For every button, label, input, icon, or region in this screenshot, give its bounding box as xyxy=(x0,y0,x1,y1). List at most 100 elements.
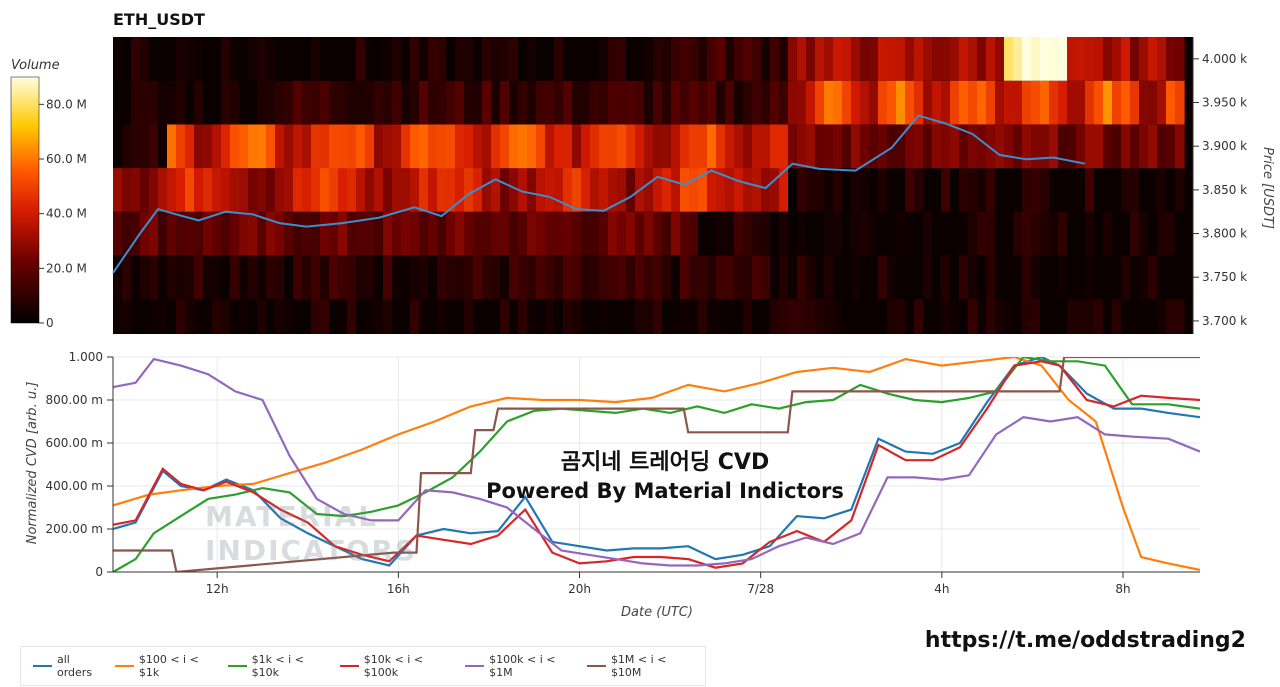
heatmap-cell xyxy=(617,211,627,256)
heatmap-cell xyxy=(752,255,762,300)
heatmap-cell xyxy=(644,37,654,81)
heatmap-cell xyxy=(599,211,609,256)
heatmap-cell xyxy=(1175,299,1185,334)
legend-item[interactable]: $100 < i < $1k xyxy=(114,653,219,679)
heatmap-cell xyxy=(788,255,798,300)
legend-item[interactable]: $1k < i < $10k xyxy=(227,653,331,679)
heatmap-cell xyxy=(635,37,645,81)
heatmap-cell xyxy=(131,124,141,169)
heatmap-cell xyxy=(491,255,501,300)
heatmap-cell xyxy=(545,211,555,256)
heatmap-cell xyxy=(347,37,357,81)
heatmap-cell xyxy=(365,255,375,300)
heatmap-cell xyxy=(275,80,285,125)
heatmap-cell xyxy=(680,168,690,212)
heatmap-cell xyxy=(995,37,1005,81)
heatmap-cell xyxy=(761,168,771,212)
heatmap-cell xyxy=(113,211,123,256)
heatmap-cell xyxy=(302,299,312,334)
heatmap-cell xyxy=(1094,168,1104,212)
heatmap-cell xyxy=(752,124,762,169)
heatmap-cell xyxy=(1004,255,1014,300)
heatmap-cell xyxy=(869,299,879,334)
heatmap-cell xyxy=(698,168,708,212)
legend-item[interactable]: $10k < i < $100k xyxy=(339,653,456,679)
heatmap-cell xyxy=(266,80,276,125)
legend-item[interactable]: $100k < i < $1M xyxy=(465,653,578,679)
heatmap-cell xyxy=(905,255,915,300)
heatmap-cell xyxy=(635,211,645,256)
heatmap-cell xyxy=(428,211,438,256)
heatmap-cell xyxy=(1157,255,1167,300)
heatmap-cell xyxy=(1076,168,1086,212)
telegram-link[interactable]: https://t.me/oddstrading2 xyxy=(924,628,1246,653)
heatmap-cell xyxy=(1076,211,1086,256)
heatmap-cell xyxy=(644,168,654,212)
heatmap-cell xyxy=(860,255,870,300)
cvd-x-tick-label: 8h xyxy=(1115,582,1130,596)
heatmap-cell xyxy=(194,168,204,212)
heatmap-cell xyxy=(572,124,582,169)
heatmap-cell xyxy=(149,124,159,169)
heatmap-cell xyxy=(491,124,501,169)
heatmap-cell xyxy=(797,37,807,81)
heatmap-cell xyxy=(977,124,987,169)
heatmap-cell xyxy=(446,299,456,334)
heatmap-cell xyxy=(770,80,780,125)
heatmap-cell xyxy=(320,37,330,81)
heatmap-cell xyxy=(797,299,807,334)
heatmap-cell xyxy=(446,37,456,81)
heatmap-cell xyxy=(941,80,951,125)
heatmap-cell xyxy=(1148,299,1158,334)
heatmap-cell xyxy=(320,124,330,169)
heatmap-cell xyxy=(482,211,492,256)
heatmap-cell xyxy=(806,211,816,256)
heatmap-cell xyxy=(329,37,339,81)
heatmap-cell xyxy=(824,211,834,256)
heatmap-cell xyxy=(1130,211,1140,256)
heatmap-cell xyxy=(257,80,267,125)
heatmap-cell xyxy=(392,124,402,169)
heatmap-cell xyxy=(671,124,681,169)
heatmap-cell xyxy=(221,299,231,334)
heatmap-cell xyxy=(1067,168,1077,212)
heatmap-cell xyxy=(1004,168,1014,212)
heatmap-cell xyxy=(221,124,231,169)
heatmap-cell xyxy=(680,211,690,256)
heatmap-cell xyxy=(707,168,717,212)
heatmap-cell xyxy=(725,37,735,81)
heatmap-cell xyxy=(500,37,510,81)
heatmap-cell xyxy=(212,211,222,256)
heatmap-cell xyxy=(770,37,780,81)
heatmap-cell xyxy=(968,168,978,212)
heatmap-cell xyxy=(878,168,888,212)
heatmap-cell xyxy=(1130,124,1140,169)
heatmap-cell xyxy=(824,168,834,212)
price-axis-tick-label: 3.900 k xyxy=(1202,139,1247,153)
heatmap-cell xyxy=(1013,37,1023,81)
heatmap-cell xyxy=(1058,168,1068,212)
legend-item[interactable]: $1M < i < $10M xyxy=(586,653,696,679)
heatmap-cell xyxy=(707,80,717,125)
heatmap-cell xyxy=(707,124,717,169)
heatmap-cell xyxy=(599,124,609,169)
heatmap-cell xyxy=(113,124,123,169)
heatmap-cell xyxy=(518,211,528,256)
heatmap-cell xyxy=(878,299,888,334)
heatmap-cell xyxy=(644,80,654,125)
heatmap-cell xyxy=(302,80,312,125)
heatmap-cell xyxy=(509,299,519,334)
heatmap-cell xyxy=(806,299,816,334)
heatmap-cell xyxy=(1058,299,1068,334)
heatmap-cell xyxy=(158,255,168,300)
legend-item[interactable]: all orders xyxy=(33,653,106,679)
heatmap-cell xyxy=(680,255,690,300)
heatmap-cell xyxy=(194,255,204,300)
heatmap-cell xyxy=(599,255,609,300)
heatmap-cell xyxy=(716,124,726,169)
heatmap-cell xyxy=(1022,299,1032,334)
heatmap-cell xyxy=(176,124,186,169)
heatmap-cell xyxy=(356,211,366,256)
heatmap-cell xyxy=(878,255,888,300)
heatmap-cell xyxy=(896,124,906,169)
